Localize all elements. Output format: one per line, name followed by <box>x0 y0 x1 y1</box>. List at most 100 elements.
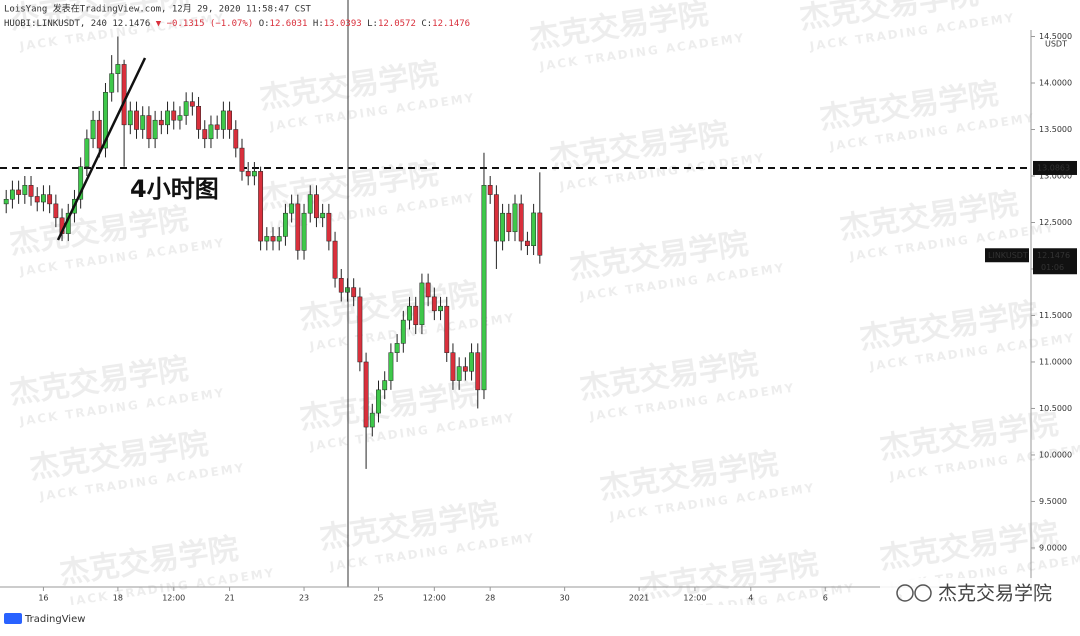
brand-icon <box>896 584 914 602</box>
candle-body <box>183 101 189 116</box>
candle-body <box>158 119 164 126</box>
candle-body <box>419 282 425 326</box>
candle-body <box>500 212 506 242</box>
candle-body <box>524 240 530 246</box>
candle-body <box>251 171 257 177</box>
candle-body <box>245 171 251 177</box>
candle-body <box>214 124 220 130</box>
x-tick-label: 4 <box>748 594 753 603</box>
platform: TradingView <box>24 614 85 625</box>
candle-body <box>78 166 84 200</box>
y-tick-label: 13.0000 <box>1039 171 1072 180</box>
candle-body <box>84 138 90 167</box>
x-tick-label: 23 <box>299 594 309 603</box>
x-tick-label: 25 <box>373 594 383 603</box>
candle-body <box>320 212 326 219</box>
y-tick-label: 10.5000 <box>1039 404 1072 413</box>
axes: 9.0000 9.5000 10.0000 10.5000 11.0000 11.5000… <box>38 32 1077 603</box>
candle-body <box>394 343 400 353</box>
candle-body <box>487 185 493 195</box>
candle-body <box>146 115 152 140</box>
countdown: 01:06 <box>1041 263 1064 272</box>
y-tick-label: 12.5000 <box>1039 218 1072 227</box>
h-label: H: <box>313 19 324 29</box>
x-tick-label: 16 <box>38 594 48 603</box>
y-tick-label: 9.0000 <box>1039 543 1067 552</box>
brand-icon <box>914 584 932 602</box>
candle-body <box>326 212 332 242</box>
x-tick-label: 18 <box>113 594 123 603</box>
candle-body <box>171 110 177 121</box>
candle-body <box>115 64 121 74</box>
y-tick-label: 13.5000 <box>1039 125 1072 134</box>
candle-body <box>369 412 375 428</box>
last-price-label: 12.1476 <box>1037 251 1070 260</box>
symbol-box <box>985 248 1029 263</box>
candle-body <box>351 287 357 298</box>
x-tick-label: 28 <box>485 594 495 603</box>
candle-body <box>332 240 338 279</box>
candle-body <box>357 296 363 363</box>
candle-body <box>413 305 419 326</box>
candle-body <box>376 389 381 414</box>
candle-body <box>407 305 412 321</box>
candle-body <box>518 203 524 242</box>
candle-body <box>462 366 468 372</box>
currency: USDT <box>1045 40 1067 49</box>
x-tick-label: 6 <box>823 594 828 603</box>
last-price-box <box>1033 248 1077 275</box>
candle-body <box>28 185 34 197</box>
candle-body <box>307 194 313 214</box>
candle-body <box>127 110 133 126</box>
candle-body <box>41 194 46 203</box>
candle-body <box>9 189 15 200</box>
candle-body <box>345 287 350 293</box>
candle-body <box>314 194 319 219</box>
symbol-label: LINKUSDT <box>988 251 1028 260</box>
candle-body <box>47 194 53 205</box>
candle-body <box>481 185 487 391</box>
x-tick-label: 12:00 <box>683 594 706 603</box>
last-price: 12.1476 <box>112 19 150 29</box>
price-line-label: 13.0863 <box>1037 163 1070 172</box>
candle-body <box>537 212 543 256</box>
candle-body <box>493 194 499 242</box>
candle-body <box>165 110 170 126</box>
change: ▼ −0.1315 (−1.07%) <box>156 19 254 29</box>
candle-body <box>189 101 195 107</box>
candle-body <box>338 278 344 293</box>
candle-body <box>456 366 462 381</box>
candle-body <box>227 110 233 130</box>
symbol: HUOBI:LINKUSDT, 240 <box>4 19 107 29</box>
candle-body <box>90 119 96 140</box>
candle-body <box>289 203 295 214</box>
candle-body <box>475 352 481 391</box>
trend-line <box>56 57 147 241</box>
candle-body <box>283 212 288 237</box>
y-tick-label: 14.0000 <box>1039 79 1072 88</box>
candle-body <box>531 212 537 246</box>
candle-body <box>22 185 28 195</box>
x-tick-label: 21 <box>224 594 234 603</box>
x-tick-label: 12:00 <box>162 594 185 603</box>
candle-body <box>270 236 276 242</box>
candles <box>3 36 543 469</box>
y-tick-label: 11.5000 <box>1039 311 1072 320</box>
y-tick-label: 10.0000 <box>1039 450 1072 459</box>
brand: 杰克交易学院 <box>938 583 1052 605</box>
candle-body <box>233 129 239 149</box>
candle-body <box>134 110 139 130</box>
o-label: O: <box>259 19 270 29</box>
candle-body <box>121 64 127 126</box>
candle-body <box>109 73 115 93</box>
candle-body <box>202 129 208 140</box>
candle-body <box>512 203 518 233</box>
candle-body <box>34 196 40 203</box>
candle-body <box>506 212 512 233</box>
x-tick-label: 30 <box>560 594 570 603</box>
candle-body <box>301 212 307 251</box>
candle-body <box>444 305 450 353</box>
c-value: 12.1476 <box>432 19 470 29</box>
